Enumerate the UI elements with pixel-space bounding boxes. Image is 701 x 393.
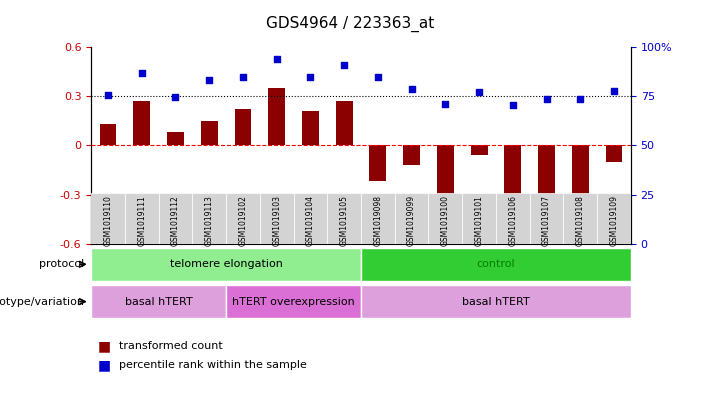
Text: GSM1019101: GSM1019101 xyxy=(475,195,484,246)
Text: GSM1019098: GSM1019098 xyxy=(374,195,382,246)
Point xyxy=(508,102,519,108)
FancyBboxPatch shape xyxy=(226,193,260,244)
Bar xyxy=(538,145,555,198)
Point xyxy=(406,86,417,92)
Text: GSM1019105: GSM1019105 xyxy=(340,195,348,246)
Text: GSM1019100: GSM1019100 xyxy=(441,195,450,246)
Point xyxy=(608,87,620,94)
Bar xyxy=(167,132,184,145)
Text: GSM1019104: GSM1019104 xyxy=(306,195,315,246)
Text: GSM1019109: GSM1019109 xyxy=(610,195,618,246)
Bar xyxy=(268,88,285,145)
Point xyxy=(541,95,552,102)
Bar xyxy=(403,145,420,165)
FancyBboxPatch shape xyxy=(361,193,395,244)
Bar xyxy=(437,145,454,208)
FancyBboxPatch shape xyxy=(428,193,462,244)
Text: telomere elongation: telomere elongation xyxy=(170,259,283,269)
FancyBboxPatch shape xyxy=(361,248,631,281)
Text: hTERT overexpression: hTERT overexpression xyxy=(232,297,355,307)
Text: GSM1019110: GSM1019110 xyxy=(104,195,112,246)
Text: GDS4964 / 223363_at: GDS4964 / 223363_at xyxy=(266,16,435,32)
Bar xyxy=(100,124,116,145)
Text: genotype/variation: genotype/variation xyxy=(0,297,84,307)
FancyBboxPatch shape xyxy=(226,285,361,318)
FancyBboxPatch shape xyxy=(91,285,226,318)
Bar xyxy=(302,111,319,145)
Point xyxy=(575,95,586,102)
Point xyxy=(305,74,316,81)
FancyBboxPatch shape xyxy=(91,248,361,281)
Bar xyxy=(572,145,589,198)
Point xyxy=(102,92,114,99)
Text: basal hTERT: basal hTERT xyxy=(462,297,530,307)
Text: protocol: protocol xyxy=(39,259,84,269)
Bar xyxy=(606,145,622,162)
Point xyxy=(440,101,451,107)
Point xyxy=(271,56,283,62)
Text: basal hTERT: basal hTERT xyxy=(125,297,193,307)
Bar xyxy=(133,101,150,145)
FancyBboxPatch shape xyxy=(192,193,226,244)
FancyBboxPatch shape xyxy=(361,285,631,318)
Text: GSM1019111: GSM1019111 xyxy=(137,195,147,246)
Text: GSM1019102: GSM1019102 xyxy=(238,195,247,246)
Point xyxy=(339,62,350,68)
Text: GSM1019103: GSM1019103 xyxy=(272,195,281,246)
Bar xyxy=(336,101,353,145)
Text: ■: ■ xyxy=(98,358,111,373)
FancyBboxPatch shape xyxy=(530,193,564,244)
Point xyxy=(372,73,383,80)
FancyBboxPatch shape xyxy=(125,193,158,244)
Text: control: control xyxy=(477,259,515,269)
FancyBboxPatch shape xyxy=(395,193,428,244)
FancyBboxPatch shape xyxy=(496,193,530,244)
FancyBboxPatch shape xyxy=(597,193,631,244)
FancyBboxPatch shape xyxy=(260,193,294,244)
Text: GSM1019108: GSM1019108 xyxy=(576,195,585,246)
Bar xyxy=(505,145,522,241)
Text: GSM1019107: GSM1019107 xyxy=(542,195,551,246)
FancyBboxPatch shape xyxy=(462,193,496,244)
Text: GSM1019112: GSM1019112 xyxy=(171,195,180,246)
Point xyxy=(136,70,147,77)
Text: transformed count: transformed count xyxy=(119,341,223,351)
Point xyxy=(170,94,181,100)
Point xyxy=(238,73,249,80)
Bar xyxy=(200,121,217,145)
Point xyxy=(203,77,215,83)
FancyBboxPatch shape xyxy=(327,193,361,244)
Text: GSM1019106: GSM1019106 xyxy=(508,195,517,246)
Text: ■: ■ xyxy=(98,339,111,353)
Bar xyxy=(470,145,487,155)
Text: GSM1019113: GSM1019113 xyxy=(205,195,214,246)
Bar xyxy=(235,109,252,145)
Text: percentile rank within the sample: percentile rank within the sample xyxy=(119,360,307,371)
Bar xyxy=(369,145,386,182)
FancyBboxPatch shape xyxy=(158,193,192,244)
Text: GSM1019099: GSM1019099 xyxy=(407,195,416,246)
FancyBboxPatch shape xyxy=(91,193,125,244)
Point xyxy=(473,89,484,95)
FancyBboxPatch shape xyxy=(294,193,327,244)
FancyBboxPatch shape xyxy=(564,193,597,244)
